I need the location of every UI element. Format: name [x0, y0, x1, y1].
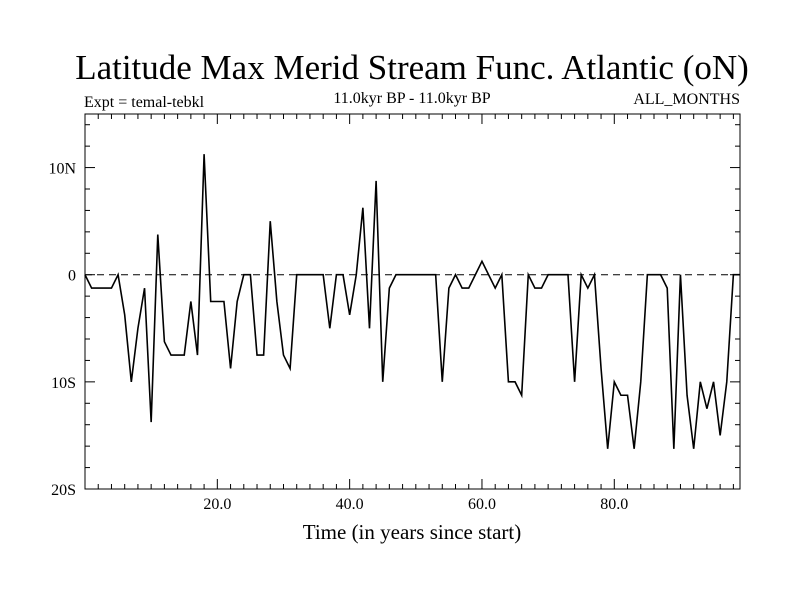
x-tick-label: 40.0: [336, 496, 364, 513]
plot-frame: [84, 113, 741, 490]
x-tick-label: 80.0: [600, 496, 628, 513]
y-tick-label: 10S: [51, 375, 76, 392]
x-tick-label: 20.0: [203, 496, 231, 513]
plot-area: 20.0 40.0 60.0 80.0 10N 0 10S 20S: [48, 113, 741, 513]
y-tick-label: 20S: [51, 482, 76, 499]
time-range-label: 11.0kyr BP - 11.0kyr BP: [333, 90, 490, 107]
chart-title: Latitude Max Merid Stream Func. Atlantic…: [75, 48, 749, 87]
y-tick-label: 0: [68, 268, 76, 285]
months-label: ALL_MONTHS: [633, 91, 740, 108]
y-tick-label: 10N: [48, 161, 76, 178]
series-line: [84, 154, 740, 449]
experiment-label: Expt = temal-tebkl: [84, 94, 205, 111]
x-tick-label: 60.0: [468, 496, 496, 513]
x-axis-title: Time (in years since start): [303, 520, 522, 544]
